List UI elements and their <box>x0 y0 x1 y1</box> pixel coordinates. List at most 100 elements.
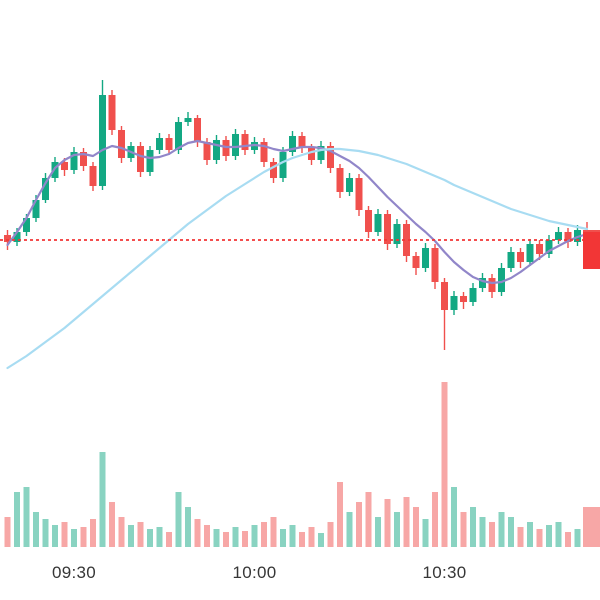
volume-bar <box>204 525 210 547</box>
candle-body <box>13 232 21 242</box>
candle-body <box>80 152 87 166</box>
volume-bar <box>517 527 524 547</box>
current-price-label <box>583 232 600 269</box>
volume-bar <box>23 487 30 547</box>
volume-bar <box>479 517 486 547</box>
candle-body <box>99 95 106 186</box>
volume-bar <box>432 492 438 547</box>
volume-bar <box>403 497 410 547</box>
volume-bar <box>175 492 182 547</box>
candle-body <box>460 296 467 302</box>
candle-body <box>583 230 600 232</box>
volume-bar <box>308 527 315 547</box>
candle-body <box>555 232 562 240</box>
candle-body <box>517 252 524 262</box>
volume-bar <box>384 499 391 547</box>
volume-bar <box>109 502 115 547</box>
volume-bar <box>223 532 229 547</box>
candle-body <box>289 136 296 152</box>
volume-bar <box>555 522 562 547</box>
volume-bar <box>270 517 277 547</box>
candle-body <box>146 150 154 172</box>
volume-bar <box>61 522 68 547</box>
volume-bar <box>536 529 543 547</box>
volume-bar <box>185 507 191 547</box>
candle-body <box>317 146 325 160</box>
candle-body <box>108 95 116 130</box>
candle-body <box>194 118 201 142</box>
volume-bar <box>251 525 258 547</box>
ma-fast-line <box>6 139 589 285</box>
volume-bar <box>413 507 419 547</box>
volume-bar <box>337 482 343 547</box>
candle-body <box>545 240 553 254</box>
volume-bar <box>546 525 552 547</box>
candle-body <box>298 136 306 148</box>
candle-body <box>431 248 439 282</box>
volume-bar <box>99 452 106 547</box>
volume-bar <box>71 529 77 547</box>
volume-bar <box>346 512 353 547</box>
volume-bar <box>14 492 20 547</box>
volume-bar <box>583 507 600 547</box>
volume-bar <box>451 487 457 547</box>
candle-body <box>279 152 287 178</box>
volume-bar <box>422 519 429 547</box>
volume-bar <box>375 517 381 547</box>
volume-bar <box>33 512 39 547</box>
candle-body <box>488 278 496 292</box>
volume-bar <box>156 527 163 547</box>
candle-body <box>422 248 429 268</box>
candle-body <box>403 224 410 256</box>
candle-body <box>23 218 30 232</box>
candle-body <box>270 162 277 178</box>
candle-body <box>89 166 97 186</box>
volume-bar <box>166 532 172 547</box>
volume-bar <box>42 519 49 547</box>
volume-bar <box>356 502 362 547</box>
candle-body <box>374 214 382 232</box>
candle-body <box>260 142 268 162</box>
candle-body <box>184 118 192 122</box>
candle-body <box>165 138 173 150</box>
volume-bar <box>213 529 220 547</box>
candle-body <box>336 168 344 192</box>
candle-body <box>450 296 458 310</box>
candle-body <box>32 200 40 218</box>
candle-body <box>4 235 11 242</box>
candle-body <box>507 252 515 268</box>
candle-body <box>355 178 363 210</box>
candle-body <box>203 142 211 160</box>
volume-bar <box>147 529 153 547</box>
volume-bar <box>327 522 334 547</box>
x-axis-label: 09:30 <box>52 563 96 582</box>
candle-body <box>498 268 505 292</box>
candle-body <box>137 146 144 172</box>
volume-bar <box>489 522 495 547</box>
candle-body <box>42 178 49 200</box>
candle-body <box>441 282 448 310</box>
candle-body <box>412 256 420 268</box>
candle-body <box>175 122 182 150</box>
candle-body <box>384 214 391 244</box>
candle-body <box>393 224 401 244</box>
candle-body <box>156 138 163 150</box>
candle-body <box>327 146 334 168</box>
candle-body <box>346 178 353 192</box>
volume-bar <box>394 512 400 547</box>
candle-body <box>308 148 315 160</box>
candle-body <box>365 210 372 232</box>
volume-bar <box>299 532 305 547</box>
volume-bar <box>289 525 296 547</box>
volume-bar <box>242 531 248 547</box>
x-axis-label: 10:30 <box>422 563 466 582</box>
volume-bar <box>52 525 58 547</box>
candle-body <box>564 232 572 242</box>
candle-body <box>469 288 477 302</box>
ma-slow-line <box>6 147 589 370</box>
candle-body <box>232 134 239 156</box>
volume-bar <box>128 525 134 547</box>
volume-bar <box>470 507 476 547</box>
